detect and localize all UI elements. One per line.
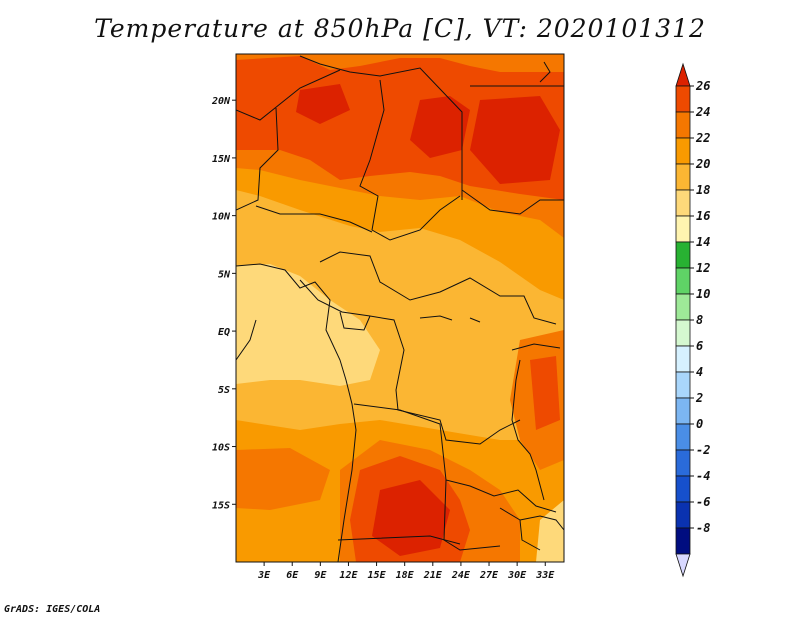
field-band-24-26-east (530, 356, 560, 430)
lon-label-6E: 6E (286, 570, 299, 581)
field-patch-16-18-southeast (536, 500, 564, 562)
lon-label-3E: 3E (257, 570, 271, 581)
colorbar-label--8: -8 (696, 521, 710, 535)
map-title: Temperature at 850hPa [C], VT: 202010131… (94, 14, 706, 43)
river-congo-2 (469, 317, 481, 323)
border-gabon (339, 311, 371, 331)
colorbar-label--4: -4 (696, 469, 710, 483)
colorbar-swatch-0 (675, 85, 691, 113)
colorbar-swatch-7 (675, 267, 691, 295)
colorbar-swatch-16 (675, 501, 691, 529)
colorbar-swatch-15 (675, 475, 691, 503)
colorbar-swatch-12 (675, 397, 691, 425)
colorbar-swatch-2 (675, 137, 691, 165)
colorbar-top-arrow (675, 62, 691, 87)
colorbar-label-0: 0 (696, 417, 703, 431)
lat-label-EQ: EQ (218, 327, 230, 338)
lat-label-5N: 5N (218, 269, 231, 280)
colorbar-swatch-8 (675, 293, 691, 321)
border-namibia (337, 535, 461, 545)
border-congo-drc (299, 279, 521, 445)
border-angola-zambia (353, 403, 557, 513)
lon-label-27E: 27E (479, 570, 499, 581)
map-frame (235, 53, 565, 563)
footer-credit: GrADS: IGES/COLA (4, 604, 101, 615)
border-sudan-south (461, 189, 564, 215)
border-car-drc (319, 251, 557, 325)
lon-label-9E: 9E (314, 570, 327, 581)
colorbar-label-10: 10 (696, 287, 710, 301)
colorbar-label--2: -2 (696, 443, 710, 457)
colorbar-swatch-11 (675, 371, 691, 399)
colorbar-swatch-14 (675, 449, 691, 477)
colorbar-bottom-arrow (675, 553, 691, 578)
lon-label-33E: 33E (535, 570, 555, 581)
colorbar-swatch-3 (675, 163, 691, 191)
colorbar-swatch-5 (675, 215, 691, 243)
field-band-16-18-west (236, 264, 380, 386)
border-tanzania (511, 359, 545, 501)
river-congo-1 (419, 315, 453, 321)
lat-label-10N: 10N (212, 212, 231, 223)
field-patch-26-1 (410, 96, 470, 158)
border-coast-island (236, 319, 257, 361)
colorbar-swatch-9 (675, 319, 691, 347)
lon-label-12E: 12E (339, 570, 358, 581)
lon-label-21E: 21E (423, 570, 443, 581)
colorbar-label-24: 24 (695, 105, 710, 119)
colorbar-swatch-17 (675, 527, 691, 555)
lon-label-30E: 30E (507, 570, 527, 581)
border-zimbabwe (499, 507, 541, 551)
border-north-2 (236, 69, 341, 121)
lon-label-15E: 15E (368, 570, 387, 581)
latitude-axis: 20N 15N 10N 5N EQ 5S 10S 15S (211, 96, 236, 511)
lon-label-18E: 18E (396, 570, 415, 581)
lat-label-15S: 15S (212, 500, 230, 511)
border-nigeria (255, 205, 373, 233)
colorbar-label-16: 16 (696, 209, 710, 223)
colorbar-label-12: 12 (696, 261, 710, 275)
colorbar-label-2: 2 (695, 391, 703, 405)
colorbar-label-22: 22 (695, 131, 710, 145)
colorbar-swatch-6 (675, 241, 691, 269)
colorbar-label-20: 20 (695, 157, 710, 171)
border-east-lakes (511, 343, 561, 351)
border-north-1 (299, 55, 463, 200)
colorbar-label-6: 6 (696, 339, 703, 353)
lat-label-20N: 20N (211, 96, 231, 107)
coast-red-sea (539, 61, 551, 83)
lat-label-5S: 5S (218, 385, 230, 396)
colorbar-swatch-13 (675, 423, 691, 451)
colorbar-label-14: 14 (696, 235, 710, 249)
border-mozambique (519, 515, 564, 531)
colorbar-swatch-4 (675, 189, 691, 217)
colorbar-label-8: 8 (696, 313, 703, 327)
border-west-sahel (236, 107, 279, 211)
temperature-field (236, 54, 564, 562)
field-patch-26-3 (296, 84, 350, 124)
colorbar-label-26: 26 (695, 79, 710, 93)
lon-label-24E: 24E (451, 570, 471, 581)
coastline-west (236, 263, 357, 562)
colorbar-swatch-1 (675, 111, 691, 139)
border-angola-south (443, 479, 501, 551)
field-patch-26-2 (470, 96, 560, 184)
lat-label-15N: 15N (212, 154, 231, 165)
field-patch-26-south (372, 480, 450, 556)
colorbar-label--6: -6 (696, 495, 710, 509)
longitude-axis: 3E 6E 9E 12E 15E 18E 21E 24E 27E 30E 33E (257, 562, 555, 581)
colorbar-label-4: 4 (696, 365, 703, 379)
colorbar-label-18: 18 (696, 183, 710, 197)
field-band-22-24-southwest (236, 448, 330, 510)
lat-label-10S: 10S (212, 443, 230, 454)
country-borders (236, 55, 564, 562)
border-chad (359, 79, 461, 241)
colorbar-swatch-10 (675, 345, 691, 373)
